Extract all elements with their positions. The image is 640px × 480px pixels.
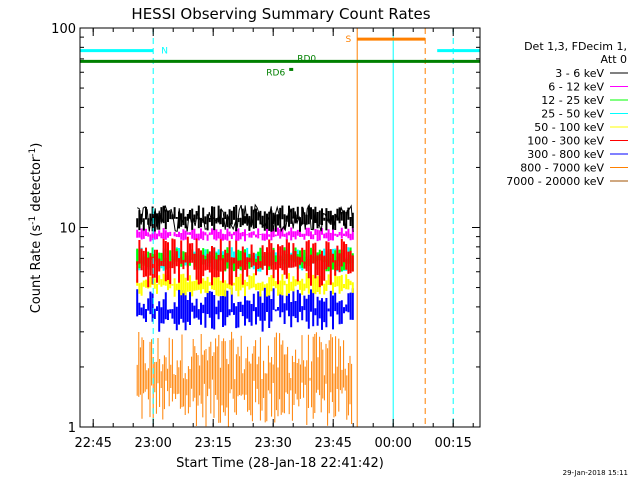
- series-band-7: [136, 331, 353, 427]
- x-axis-label: Start Time (28-Jan-18 22:41:42): [176, 456, 384, 471]
- y-tick-label-0: 1: [68, 421, 76, 436]
- legend-label-5: 100 - 300 keV: [527, 135, 604, 148]
- legend-label-4: 50 - 100 keV: [534, 121, 604, 134]
- series-band-5: [136, 236, 354, 288]
- legend-label-1: 6 - 12 keV: [548, 81, 604, 94]
- x-tick-label-6: 00:15: [434, 436, 471, 451]
- x-tick-label-4: 23:45: [314, 436, 351, 451]
- y-axis-label-exp2: -1: [28, 148, 38, 157]
- legend-label-3: 25 - 50 keV: [541, 108, 604, 121]
- legend-label-0: 3 - 6 keV: [555, 67, 604, 80]
- series-band-1: [136, 227, 354, 242]
- y-axis-label-end: ): [29, 143, 44, 148]
- flag-layer: N S RD0 RD6: [80, 35, 480, 78]
- y-tick-label-2: 100: [51, 22, 76, 37]
- flag-label-rd6: RD6: [266, 68, 285, 78]
- y-axis-label-main: Count Rate (s: [29, 225, 44, 314]
- series-layer: [136, 203, 354, 427]
- series-band-0: [136, 205, 354, 232]
- legend-header-line1: Det 1,3, FDecim 1,: [524, 40, 627, 53]
- flag-label-n: N: [161, 47, 168, 57]
- legend-header-line2: Att 0: [601, 53, 627, 66]
- y-axis-label: Count Rate (s-1 detector-1): [28, 143, 44, 314]
- y-axis-label-mid: detector: [29, 156, 44, 216]
- flag-label-s: S: [345, 35, 351, 45]
- x-tick-label-5: 00:00: [374, 436, 411, 451]
- x-tick-label-2: 23:15: [194, 436, 231, 451]
- tick-layer: 22:45 23:00 23:15 23:30 23:45 00:00 00:15 1 10 10…: [51, 22, 480, 451]
- legend-label-6: 300 - 800 keV: [527, 148, 604, 161]
- chart-title: HESSI Observing Summary Count Rates: [131, 5, 430, 23]
- legend-label-2: 12 - 25 keV: [541, 94, 604, 107]
- legend-label-8: 7000 - 20000 keV: [506, 175, 604, 188]
- footer-timestamp: 29-Jan-2018 15:11: [563, 469, 628, 477]
- x-tick-label-0: 22:45: [74, 436, 111, 451]
- series-band-6: [136, 287, 354, 332]
- legend-label-7: 800 - 7000 keV: [520, 162, 604, 175]
- y-axis-label-exp1: -1: [28, 216, 38, 225]
- y-tick-label-1: 10: [59, 222, 76, 237]
- x-tick-label-3: 23:30: [254, 436, 291, 451]
- flag-label-rd0: RD0: [297, 54, 316, 64]
- x-tick-label-1: 23:00: [134, 436, 171, 451]
